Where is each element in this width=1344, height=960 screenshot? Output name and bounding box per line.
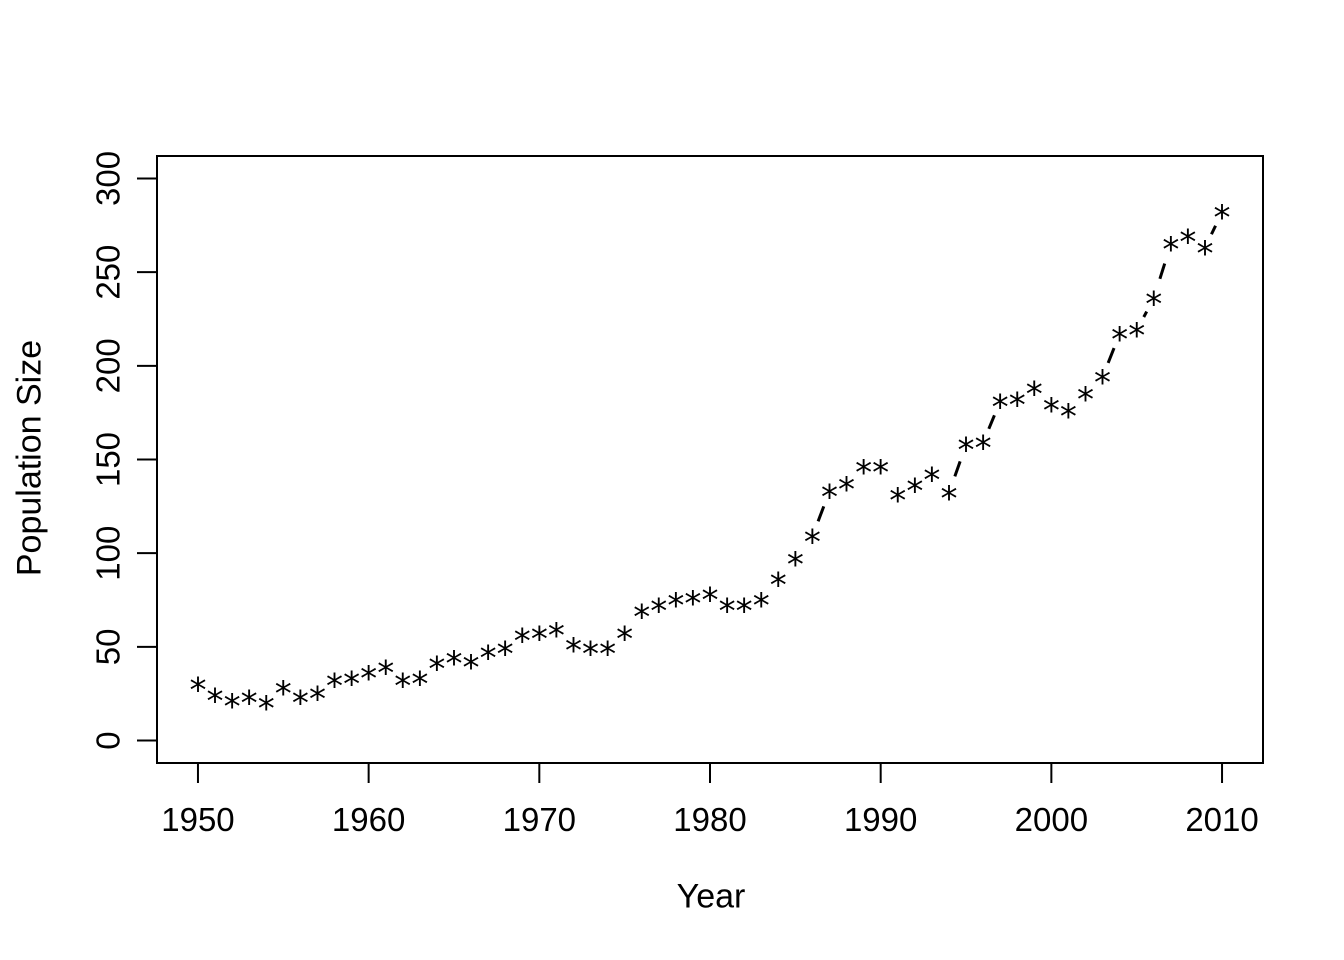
y-axis-tick-label: 100 bbox=[90, 526, 127, 581]
y-axis-tick-label: 150 bbox=[90, 432, 127, 487]
data-point-marker: * bbox=[992, 387, 1009, 427]
x-axis-tick-label: 2000 bbox=[1015, 801, 1088, 838]
data-point-marker: * bbox=[1077, 380, 1094, 420]
data-point-marker: * bbox=[377, 653, 394, 693]
data-point-marker: * bbox=[241, 683, 258, 723]
data-point-marker: * bbox=[480, 638, 497, 678]
series-dash-segment bbox=[816, 504, 826, 523]
data-point-marker: * bbox=[1128, 316, 1145, 356]
series-dash-segment bbox=[1106, 347, 1116, 364]
data-point-marker: * bbox=[1009, 386, 1026, 426]
data-point-marker: * bbox=[804, 522, 821, 562]
data-point-marker: * bbox=[1162, 230, 1179, 270]
x-axis-title: Year bbox=[676, 877, 746, 916]
data-point-marker: * bbox=[445, 644, 462, 684]
data-point-marker: * bbox=[633, 597, 650, 637]
series-dash-segment bbox=[987, 414, 996, 430]
data-point-marker: * bbox=[616, 620, 633, 660]
data-point-marker: * bbox=[923, 460, 940, 500]
y-axis-tick-label: 50 bbox=[90, 628, 127, 665]
data-point-marker: * bbox=[667, 586, 684, 626]
data-point-marker: * bbox=[258, 689, 275, 729]
data-point-marker: * bbox=[1060, 397, 1077, 437]
x-axis-tick-label: 2010 bbox=[1185, 801, 1258, 838]
data-point-marker: * bbox=[428, 650, 445, 690]
data-point-marker: * bbox=[787, 545, 804, 585]
data-point-marker: * bbox=[531, 620, 548, 660]
data-point-marker: * bbox=[599, 635, 616, 675]
x-axis-tick-label: 1960 bbox=[332, 801, 405, 838]
y-axis-tick-label: 300 bbox=[90, 151, 127, 206]
data-point-marker: * bbox=[189, 670, 206, 710]
data-point-marker: * bbox=[753, 586, 770, 626]
y-axis-tick-label: 250 bbox=[90, 245, 127, 300]
data-point-marker: * bbox=[975, 429, 992, 469]
data-point-marker: * bbox=[275, 674, 292, 714]
data-point-marker: * bbox=[702, 580, 719, 620]
series-dash-segment bbox=[952, 458, 963, 480]
data-point-marker: * bbox=[736, 592, 753, 632]
data-point-marker: * bbox=[360, 659, 377, 699]
data-point-marker: * bbox=[1179, 223, 1196, 263]
data-point-marker: * bbox=[1196, 234, 1213, 274]
data-point-marker: * bbox=[770, 565, 787, 605]
plot-box bbox=[156, 155, 1264, 764]
data-point-marker: * bbox=[838, 470, 855, 510]
data-point-marker: * bbox=[224, 687, 241, 727]
data-point-marker: * bbox=[394, 667, 411, 707]
data-point-marker: * bbox=[463, 648, 480, 688]
data-point-marker: * bbox=[889, 481, 906, 521]
data-point-marker: * bbox=[207, 682, 224, 722]
y-axis-title: Population Size bbox=[10, 339, 49, 577]
data-point-marker: * bbox=[719, 592, 736, 632]
x-axis-tick-label: 1950 bbox=[161, 801, 234, 838]
data-point-marker: * bbox=[292, 683, 309, 723]
data-point-marker: * bbox=[958, 431, 975, 471]
data-point-marker: * bbox=[1094, 363, 1111, 403]
x-axis-tick-label: 1970 bbox=[503, 801, 576, 838]
data-point-marker: * bbox=[565, 631, 582, 671]
y-axis-tick-label: 200 bbox=[90, 338, 127, 393]
data-point-marker: * bbox=[1145, 284, 1162, 324]
data-point-marker: * bbox=[548, 616, 565, 656]
data-point-marker: * bbox=[1043, 391, 1060, 431]
series-dash-segment bbox=[1156, 257, 1168, 285]
data-point-marker: * bbox=[497, 635, 514, 675]
data-point-marker: * bbox=[940, 479, 957, 519]
data-point-marker: * bbox=[1026, 374, 1043, 414]
data-point-marker: * bbox=[343, 665, 360, 705]
series-dash-segment bbox=[1142, 310, 1149, 318]
data-point-marker: * bbox=[906, 472, 923, 512]
data-point-marker: * bbox=[326, 667, 343, 707]
x-axis-tick-label: 1980 bbox=[673, 801, 746, 838]
data-point-marker: * bbox=[650, 592, 667, 632]
data-point-marker: * bbox=[514, 622, 531, 662]
data-point-marker: * bbox=[684, 584, 701, 624]
series-dash-segment bbox=[1210, 225, 1217, 235]
data-point-marker: * bbox=[411, 665, 428, 705]
data-point-marker: * bbox=[1111, 320, 1128, 360]
data-point-marker: * bbox=[309, 680, 326, 720]
data-point-marker: * bbox=[582, 635, 599, 675]
y-axis-tick-label: 0 bbox=[90, 731, 127, 749]
data-point-marker: * bbox=[872, 453, 889, 493]
data-point-marker: * bbox=[855, 453, 872, 493]
data-point-marker: * bbox=[1214, 198, 1231, 238]
x-axis-tick-label: 1990 bbox=[844, 801, 917, 838]
data-point-marker: * bbox=[821, 477, 838, 517]
